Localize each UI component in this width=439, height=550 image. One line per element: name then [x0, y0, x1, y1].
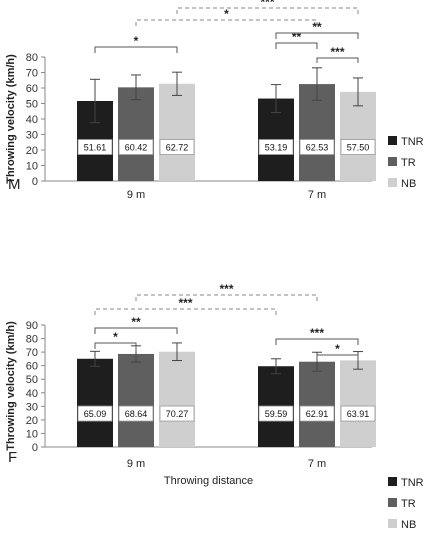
- significance-label: **: [292, 30, 302, 44]
- value-label-box: [258, 405, 294, 422]
- value-label: 62.91: [306, 409, 329, 419]
- significance-label: ***: [330, 45, 344, 59]
- legend-label: NB: [401, 519, 416, 531]
- value-label: 65.09: [84, 409, 107, 419]
- legend-swatch: [388, 178, 397, 187]
- x-tick-label: 9 m: [127, 189, 145, 201]
- y-tick-label: 70: [26, 68, 38, 80]
- y-tick-label: 20: [26, 415, 38, 427]
- significance-bracket: [275, 338, 359, 345]
- panel-label: F: [8, 449, 17, 466]
- y-axis-label: Throwing velocity (km/h): [5, 54, 17, 184]
- bar: [299, 361, 335, 447]
- significance-bracket: [94, 46, 178, 53]
- significance-label: ***: [310, 326, 324, 340]
- value-label-box: [77, 405, 113, 422]
- significance-label: *: [134, 34, 139, 48]
- significance-label: **: [131, 315, 141, 329]
- value-label-box: [118, 405, 154, 422]
- bar: [159, 83, 195, 181]
- y-tick-label: 10: [26, 428, 38, 440]
- significance-bracket: [135, 294, 318, 301]
- significance-label: ***: [260, 0, 274, 9]
- significance-bracket: [135, 19, 318, 26]
- y-tick-label: 30: [26, 401, 38, 413]
- y-tick-label: 70: [26, 347, 38, 359]
- x-tick-label: 7 m: [308, 458, 326, 470]
- value-label: 57.50: [347, 143, 370, 153]
- bar: [340, 91, 376, 181]
- value-label-box: [258, 139, 294, 155]
- y-tick-label: 50: [26, 374, 38, 386]
- significance-bracket: [94, 342, 137, 349]
- legend-label: TR: [401, 157, 416, 169]
- value-label: 60.42: [125, 143, 148, 153]
- value-label: 62.72: [166, 143, 189, 153]
- legend-swatch: [388, 136, 397, 145]
- significance-label: **: [312, 20, 322, 34]
- y-tick-label: 80: [26, 334, 38, 346]
- significance-bracket: [275, 42, 318, 49]
- bar: [77, 358, 113, 447]
- legend-label: NB: [401, 178, 416, 190]
- significance-label: ***: [178, 296, 192, 310]
- chart-panel-m: 0 10 20 30 40 50 60 70 80 Throwing velocity (km/h…: [5, 0, 424, 201]
- y-tick-label: 90: [26, 320, 38, 332]
- legend-swatch: [388, 498, 397, 507]
- value-label-box: [159, 139, 195, 155]
- significance-label: *: [224, 7, 229, 21]
- significance-bracket: [176, 7, 359, 14]
- significance-label: *: [335, 342, 340, 356]
- bar: [159, 351, 195, 447]
- value-label: 63.91: [347, 409, 370, 419]
- legend-swatch: [388, 519, 397, 528]
- y-tick-label: 40: [26, 388, 38, 400]
- value-label-box: [299, 139, 335, 155]
- value-label: 68.64: [125, 409, 148, 419]
- y-tick-label: 0: [32, 176, 38, 188]
- significance-label: ***: [219, 282, 233, 296]
- significance-bracket: [316, 354, 359, 361]
- y-axis-label: Throwing velocity (km/h): [5, 321, 17, 451]
- significance-label: *: [113, 330, 118, 344]
- value-label-box: [340, 139, 376, 155]
- bar: [118, 353, 154, 447]
- value-label: 53.19: [265, 143, 288, 153]
- y-tick-label: 50: [26, 99, 38, 111]
- value-label-box: [118, 139, 154, 155]
- value-label: 70.27: [166, 409, 189, 419]
- y-tick-label: 60: [26, 361, 38, 373]
- x-tick-label: 7 m: [308, 189, 326, 201]
- legend-label: TNR: [401, 477, 424, 489]
- legend-label: TNR: [401, 136, 424, 148]
- bar: [340, 360, 376, 447]
- value-label-box: [340, 405, 376, 422]
- significance-bracket: [94, 308, 277, 315]
- panel-label: M: [8, 176, 21, 193]
- y-tick-label: 20: [26, 145, 38, 157]
- x-tick-label: 9 m: [127, 458, 145, 470]
- y-tick-label: 60: [26, 83, 38, 95]
- bar: [118, 87, 154, 181]
- legend-label: TR: [401, 498, 416, 510]
- legend-swatch: [388, 157, 397, 166]
- value-label: 59.59: [265, 409, 288, 419]
- value-label: 62.53: [306, 143, 329, 153]
- significance-bracket: [316, 57, 359, 63]
- y-tick-label: 80: [26, 52, 38, 64]
- y-tick-label: 0: [32, 442, 38, 454]
- legend-swatch: [388, 477, 397, 486]
- x-axis-label: Throwing distance: [164, 475, 253, 487]
- y-tick-label: 10: [26, 161, 38, 173]
- y-tick-label: 40: [26, 114, 38, 126]
- y-tick-label: 30: [26, 130, 38, 142]
- value-label-box: [159, 405, 195, 422]
- significance-bracket: [94, 327, 178, 334]
- value-label: 51.61: [84, 143, 107, 153]
- significance-bracket: [275, 32, 359, 39]
- value-label-box: [299, 405, 335, 422]
- value-label-box: [77, 139, 113, 155]
